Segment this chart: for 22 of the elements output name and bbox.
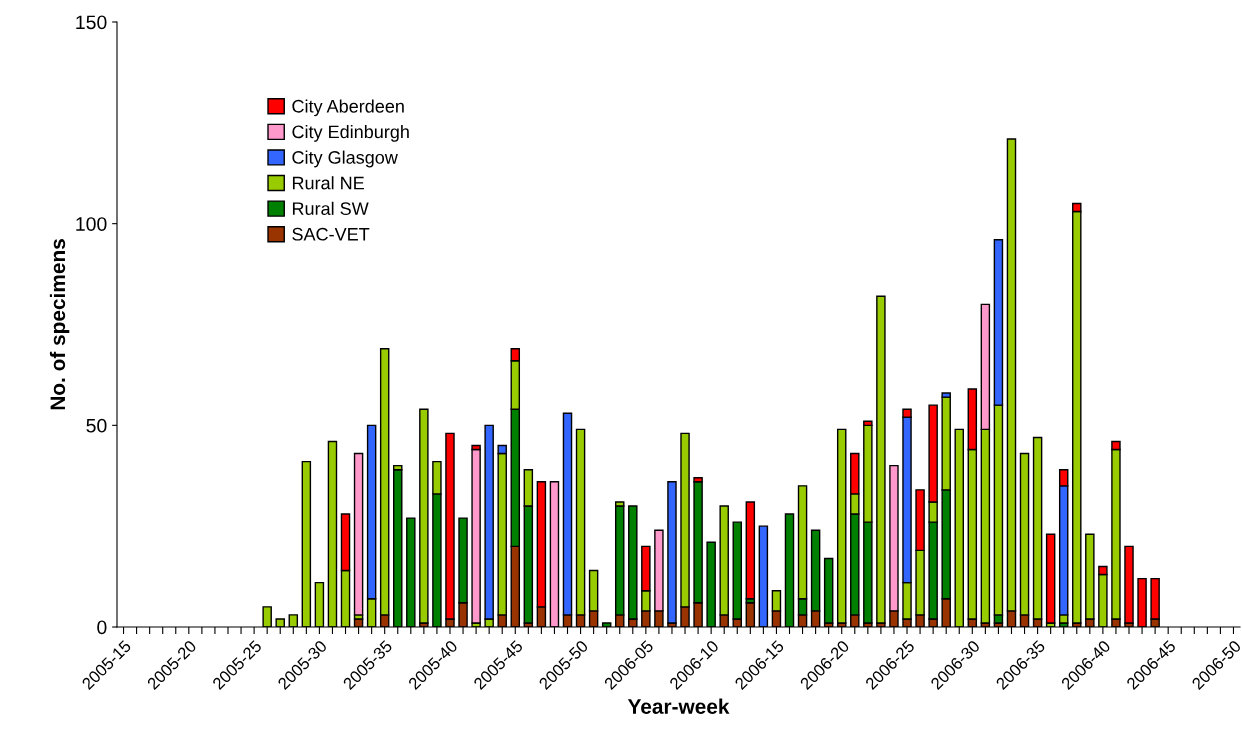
legend-label: SAC-VET: [292, 227, 370, 241]
bar: [823, 557, 834, 624]
bar: [876, 295, 886, 624]
legend-label: City Edinburgh: [292, 124, 409, 142]
bar: [836, 428, 847, 624]
bar: [419, 408, 429, 624]
x-axis-title: Year-week: [627, 698, 730, 714]
y-axis-title: No. of specimens: [49, 239, 70, 410]
bar: [1045, 533, 1056, 624]
bar: [667, 481, 677, 624]
legend-label: Rural NE: [292, 176, 364, 190]
legend-label: City Aberdeen: [292, 99, 404, 117]
y-tick-label: 100: [76, 217, 107, 231]
legend-label: City Glasgow: [292, 150, 398, 168]
bar: [745, 501, 756, 600]
y-tick-label: 50: [86, 418, 107, 433]
y-tick-label: 150: [76, 15, 107, 30]
bar: [1124, 545, 1134, 624]
legend-label: Rural SW: [292, 201, 369, 216]
y-tick-label: 0: [97, 620, 107, 635]
bar: [353, 452, 364, 616]
bar: [471, 448, 481, 624]
